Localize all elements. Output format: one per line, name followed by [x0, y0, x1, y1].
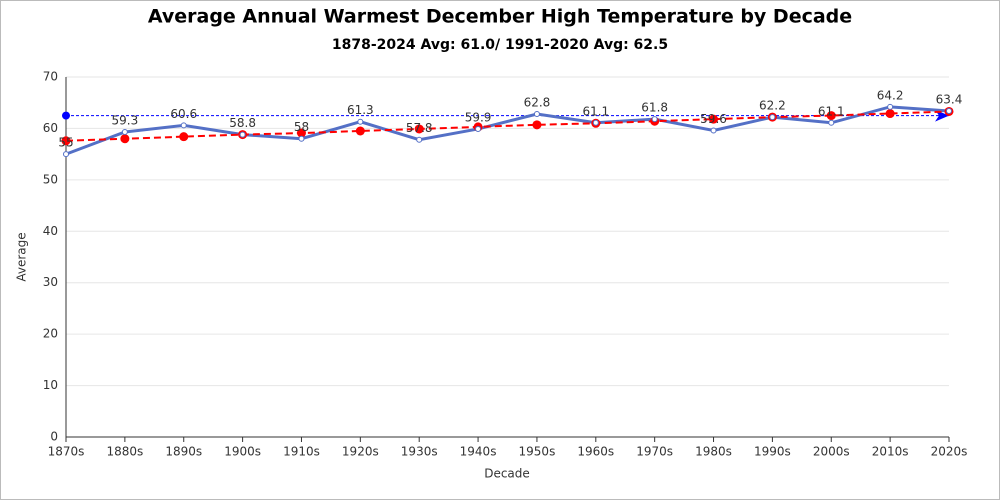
- data-point: [239, 131, 246, 138]
- y-tick-label: 20: [43, 327, 58, 341]
- trend-point: [709, 114, 719, 124]
- y-axis-label: Average: [15, 232, 29, 281]
- y-tick-label: 0: [50, 430, 58, 444]
- data-label: 61.1: [582, 104, 609, 118]
- data-label: 55: [58, 136, 73, 150]
- x-tick-label: 1870s: [48, 445, 85, 459]
- data-point: [121, 129, 128, 136]
- x-tick-label: 1930s: [401, 445, 438, 459]
- chart-subtitle: 1878-2024 Avg: 61.0/ 1991-2020 Avg: 62.5: [332, 37, 668, 53]
- data-label: 63.4: [936, 92, 963, 106]
- x-tick-label: 1940s: [460, 445, 497, 459]
- y-tick-label: 10: [43, 378, 58, 392]
- x-tick-label: 1900s: [224, 445, 261, 459]
- data-line: [65, 105, 950, 156]
- data-label: 61.1: [818, 104, 845, 118]
- x-tick-label: 1960s: [577, 445, 614, 459]
- y-tick-label: 40: [43, 224, 58, 238]
- x-tick-label: 1920s: [342, 445, 379, 459]
- y-tick-label: 70: [43, 70, 58, 84]
- data-point: [180, 122, 187, 129]
- trend-point: [120, 134, 130, 144]
- x-tick-label: 1950s: [519, 445, 556, 459]
- y-tick-label: 50: [43, 172, 58, 186]
- data-point: [887, 103, 894, 110]
- data-point: [946, 107, 952, 114]
- data-point: [710, 127, 717, 134]
- chart-title: Average Annual Warmest December High Tem…: [148, 6, 852, 28]
- data-point: [475, 125, 482, 132]
- data-label: 61.3: [347, 103, 374, 117]
- data-point: [592, 119, 599, 126]
- y-tick-label: 60: [43, 121, 58, 135]
- data-point: [651, 116, 658, 123]
- trend-point: [532, 120, 542, 130]
- trend-line: [65, 110, 950, 142]
- trend-point: [61, 136, 71, 146]
- data-label: 64.2: [877, 88, 904, 102]
- trend-point: [179, 132, 189, 142]
- data-label: 62.2: [759, 99, 786, 113]
- x-tick-label: 1910s: [283, 445, 320, 459]
- data-point: [63, 151, 69, 158]
- x-tick-label: 1990s: [754, 445, 791, 459]
- data-point: [357, 118, 364, 125]
- data-label: 62.8: [524, 96, 551, 110]
- data-point: [416, 136, 423, 143]
- data-label: 59.9: [465, 110, 492, 124]
- x-tick-label: 1970s: [636, 445, 673, 459]
- x-axis-label: Decade: [484, 467, 530, 481]
- data-label: 57.8: [406, 121, 433, 135]
- x-tick-label: 1980s: [695, 445, 732, 459]
- data-point: [533, 111, 540, 118]
- data-label: 59.3: [112, 114, 139, 128]
- x-tick-label: 2010s: [872, 445, 909, 459]
- data-label: 59.6: [700, 112, 727, 126]
- reference-start: [62, 111, 70, 120]
- data-point: [828, 119, 835, 126]
- data-label: 61.8: [641, 101, 668, 115]
- data-point: [769, 114, 776, 121]
- x-tick-label: 2020s: [931, 445, 968, 459]
- data-point: [298, 135, 305, 142]
- data-label: 58: [294, 120, 309, 134]
- data-label: 60.6: [170, 107, 197, 121]
- trend-point: [296, 128, 306, 138]
- trend-point: [885, 109, 895, 119]
- trend-point: [355, 126, 365, 136]
- y-tick-label: 30: [43, 275, 58, 289]
- data-label: 58.8: [229, 116, 256, 130]
- x-tick-label: 2000s: [813, 445, 850, 459]
- x-tick-label: 1880s: [106, 445, 143, 459]
- x-tick-label: 1890s: [165, 445, 202, 459]
- trend-point: [414, 124, 424, 134]
- trend-point: [826, 111, 836, 121]
